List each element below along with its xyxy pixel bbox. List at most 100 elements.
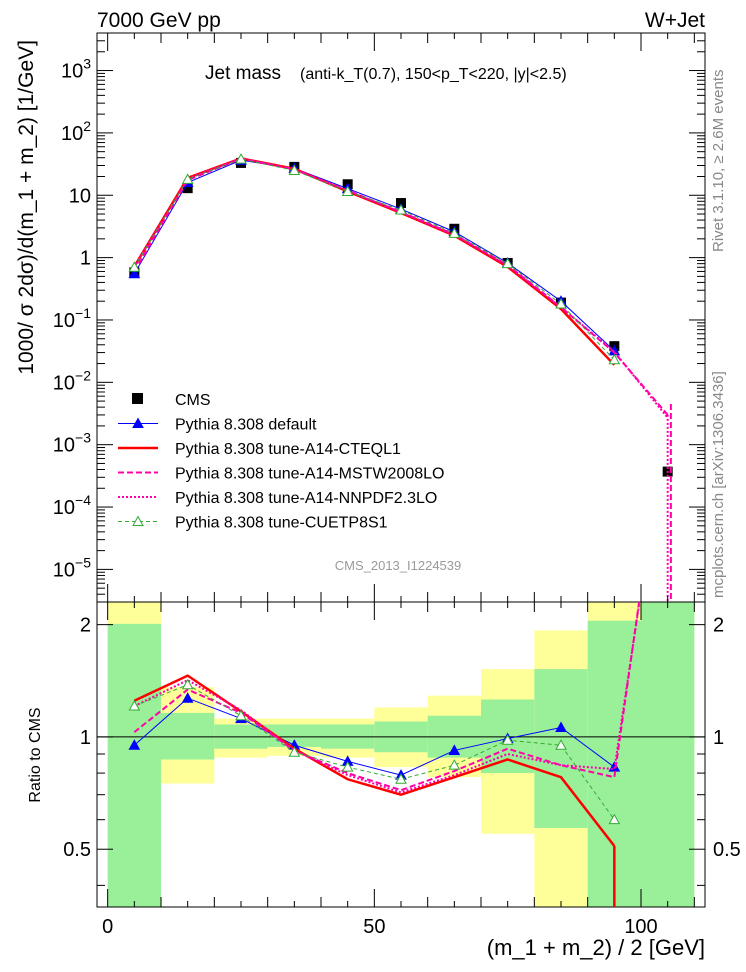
x-axis: 0 50 100 xyxy=(102,33,695,938)
ratio-series-line xyxy=(134,697,615,776)
main-series-point xyxy=(608,353,621,365)
ratio-series-line xyxy=(134,684,615,820)
y-axis-label: 1000/ σ 2dσ)/d(m_1 + m_2) [1/GeV] xyxy=(15,40,38,375)
x-tick-label: 100 xyxy=(624,916,657,938)
main-y-tick-label: 102 xyxy=(61,118,91,145)
legend-marker xyxy=(132,393,143,404)
ratio-panel: 0.5 0.5 1 1 2 2 0 50 100 xyxy=(63,33,741,938)
ratio-series-pythia-8-308-tune-a14-nnpdf2-3lo xyxy=(133,602,641,794)
ratio-series-pythia-8-308-tune-cuetp8s1 xyxy=(128,678,621,825)
main-y-axis: 10−5 10−4 10−3 10−2 10−1 1 10 102 103 xyxy=(53,32,705,603)
main-series-point xyxy=(341,185,354,196)
legend-label: Pythia 8.308 tune-CUETP8S1 xyxy=(175,515,388,532)
main-series-point xyxy=(182,183,193,194)
plot-title-detail: (anti-k_T(0.7), 150<p_T<220, |y|<2.5) xyxy=(300,66,567,83)
header-right: W+Jet xyxy=(645,9,705,32)
legend-item: Pythia 8.308 tune-A14-CTEQL1 xyxy=(118,441,401,458)
legend-label: Pythia 8.308 tune-A14-CTEQL1 xyxy=(175,441,401,458)
main-series-line xyxy=(133,159,615,352)
ratio-y-axis-label: Ratio to CMS xyxy=(27,707,44,802)
header-left: 7000 GeV pp xyxy=(97,9,221,32)
ratio-series-point xyxy=(448,744,461,755)
ratio-band-inner-10 xyxy=(641,602,695,907)
legend-item: Pythia 8.308 tune-CUETP8S1 xyxy=(118,515,388,532)
legend-label: Pythia 8.308 tune-A14-MSTW2008LO xyxy=(175,466,444,483)
ratio-series-point xyxy=(448,759,461,770)
ratio-y-tick-label-right: 0.5 xyxy=(713,839,741,861)
main-y-tick-label: 10 xyxy=(69,185,91,207)
main-y-tick-label: 10−2 xyxy=(53,367,91,394)
main-series-point xyxy=(128,261,141,272)
main-series-line xyxy=(133,157,669,419)
ratio-series-pythia-8-308-tune-a14-cteql1 xyxy=(133,674,616,847)
ratio-y-tick-label-right: 2 xyxy=(713,615,724,637)
main-y-tick-label: 10−1 xyxy=(53,305,91,332)
plot-title: Jet mass (anti-k_T(0.7), 150<p_T<220, |y|… xyxy=(205,63,567,84)
main-tails xyxy=(666,403,672,602)
x-tick-label: 50 xyxy=(363,916,385,938)
main-series-point xyxy=(288,164,301,175)
main-series-point xyxy=(128,267,141,279)
mcplots-label: mcplots.cern.ch [arXiv:1306.3436] xyxy=(710,371,727,598)
legend-item: Pythia 8.308 tune-A14-NNPDF2.3LO xyxy=(118,490,437,507)
main-panel: 10−5 10−4 10−3 10−2 10−1 1 10 102 103 Jet mass (an… xyxy=(53,32,706,603)
legend-label: CMS xyxy=(175,392,211,409)
main-series-line xyxy=(133,157,616,366)
watermark: CMS_2013_I1224539 xyxy=(335,558,462,573)
ratio-y-tick-label: 2 xyxy=(80,615,91,637)
main-series-point xyxy=(181,173,194,184)
legend-item: CMS xyxy=(132,392,211,409)
legend: CMS Pythia 8.308 default Pythia 8.308 tune… xyxy=(118,392,444,532)
main-series-pythia-8-308-default xyxy=(128,154,621,356)
ratio-bands xyxy=(107,602,695,907)
ratio-series-point xyxy=(501,734,514,745)
ratio-series-point xyxy=(128,739,141,750)
legend-marker xyxy=(132,515,144,526)
legend-label: Pythia 8.308 tune-A14-NNPDF2.3LO xyxy=(175,490,437,507)
main-series-point xyxy=(555,298,567,309)
ratio-y-axis: 0.5 0.5 1 1 2 2 xyxy=(63,615,741,886)
main-series-point xyxy=(448,227,461,238)
main-y-tick-label: 10−3 xyxy=(53,430,91,457)
main-series-point xyxy=(395,203,407,215)
ratio-series-point xyxy=(395,773,407,784)
main-y-tick-label: 1 xyxy=(80,248,91,270)
main-series-pythia-8-308-tune-a14-nnpdf2-3lo xyxy=(133,157,669,419)
main-series-point xyxy=(396,198,406,209)
ratio-y-tick-label-right: 1 xyxy=(713,727,724,749)
ratio-series-point xyxy=(235,709,247,721)
main-series-line xyxy=(133,158,615,361)
ratio-y-tick-label: 1 xyxy=(80,727,91,749)
plot-title-main: Jet mass xyxy=(205,63,281,84)
main-series-pythia-8-308-tune-a14-cteql1 xyxy=(133,157,616,366)
main-series-pythia-8-308-tune-a14-mstw2008lo xyxy=(133,157,669,416)
ratio-series-point xyxy=(181,692,194,703)
legend-marker xyxy=(132,417,144,428)
ratio-series-line xyxy=(133,674,616,847)
rivet-label: Rivet 3.1.10, ≥ 2.6M events xyxy=(710,70,727,253)
ratio-series-point xyxy=(181,678,194,690)
x-tick-label: 0 xyxy=(102,916,113,938)
main-series-pythia-8-308-tune-cuetp8s1 xyxy=(128,153,621,365)
ratio-band-inner-0 xyxy=(107,623,161,907)
main-series-point xyxy=(235,153,247,164)
ratio-series-line xyxy=(133,602,641,794)
ratio-series-point xyxy=(555,739,567,750)
ratio-y-tick-label: 0.5 xyxy=(63,839,91,861)
legend-item: Pythia 8.308 default xyxy=(118,417,317,434)
ratio-band-inner-1 xyxy=(161,712,215,760)
main-y-tick-label: 10−4 xyxy=(53,492,91,519)
main-series-point xyxy=(501,257,514,269)
legend-item: Pythia 8.308 tune-A14-MSTW2008LO xyxy=(118,466,444,483)
legend-label: Pythia 8.308 default xyxy=(175,417,317,434)
x-axis-label: (m_1 + m_2) / 2 [GeV] xyxy=(487,935,705,960)
ratio-series-point xyxy=(555,721,567,732)
main-y-tick-label: 103 xyxy=(61,56,91,83)
ratio-series-point xyxy=(341,761,354,772)
main-series-line xyxy=(133,157,669,416)
main-y-tick-label: 10−5 xyxy=(53,554,91,581)
ratio-series-point xyxy=(128,700,141,711)
ratio-series-point xyxy=(608,813,621,825)
ratio-series-point xyxy=(288,746,301,757)
